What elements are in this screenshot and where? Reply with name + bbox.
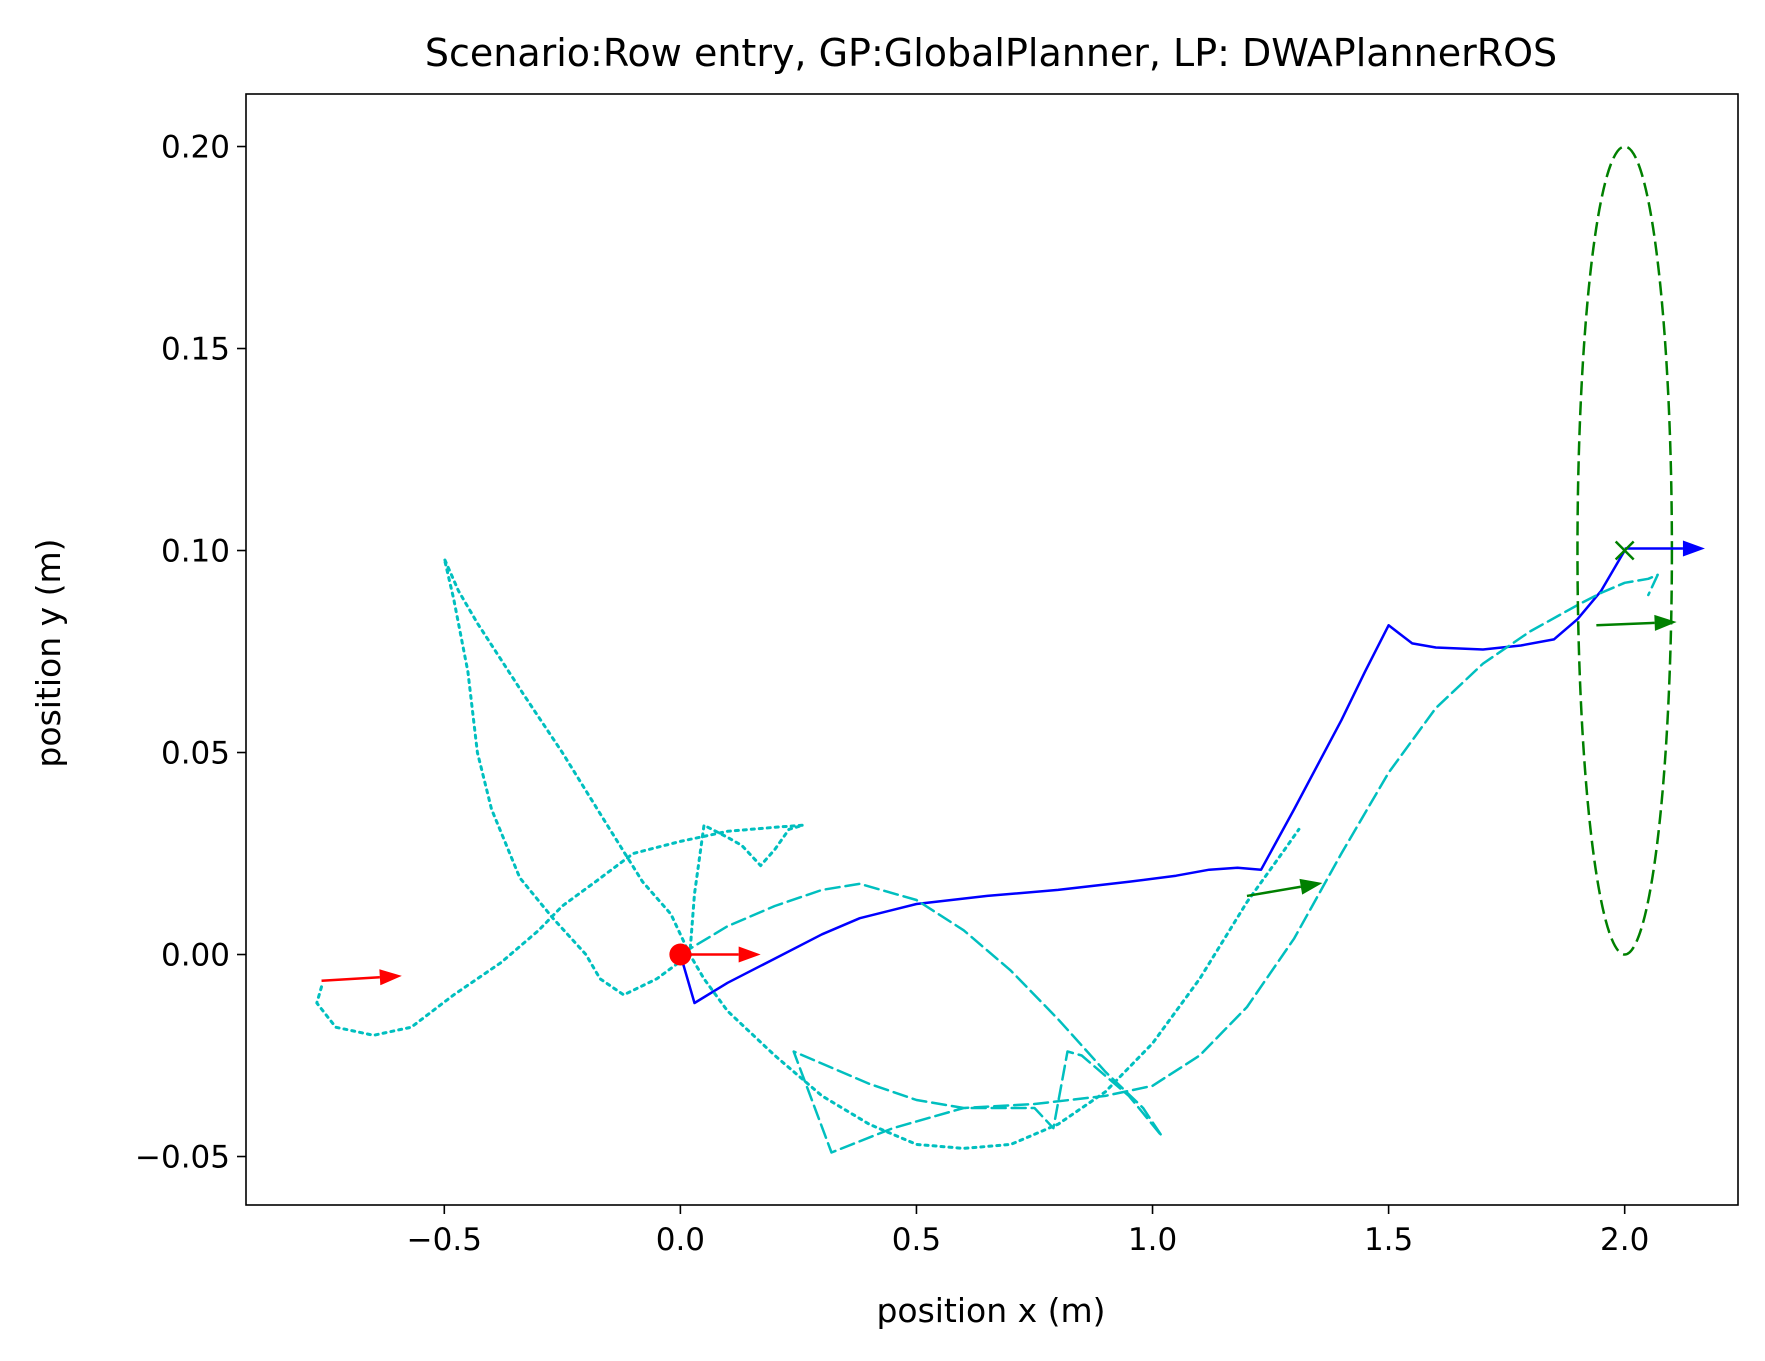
y-tick-label: 0.15 bbox=[161, 332, 230, 368]
arrow-1-head bbox=[738, 946, 761, 963]
series-2-line bbox=[315, 557, 1301, 1150]
y-tick-label: 0.05 bbox=[161, 736, 230, 772]
y-tick-label: −0.05 bbox=[135, 1140, 230, 1176]
x-axis-label: position x (m) bbox=[876, 1291, 1105, 1330]
y-tick-label: 0.20 bbox=[161, 130, 230, 166]
arrow-4-head bbox=[1682, 540, 1705, 557]
y-tick-label: 0.10 bbox=[161, 534, 230, 570]
arrow-0-shaft bbox=[321, 976, 380, 983]
x-tick-label: 0.0 bbox=[656, 1222, 705, 1258]
chart-title: Scenario:Row entry, GP:GlobalPlanner, LP… bbox=[425, 31, 1557, 75]
x-tick-label: 2.0 bbox=[1600, 1222, 1649, 1258]
arrow-2-head bbox=[1299, 878, 1323, 895]
arrow-3-head bbox=[1654, 614, 1677, 631]
series-0-line bbox=[679, 549, 1626, 1005]
plot-frame bbox=[245, 93, 1739, 1206]
x-tick-label: −0.5 bbox=[407, 1222, 482, 1258]
y-axis-label: position y (m) bbox=[29, 538, 68, 767]
arrow-0-head bbox=[379, 969, 402, 986]
arrow-2-shaft bbox=[1246, 885, 1302, 898]
x-tick-label: 1.5 bbox=[1364, 1222, 1413, 1258]
marker-goal-x bbox=[1614, 540, 1635, 561]
series-3-ellipse bbox=[1576, 145, 1674, 956]
series-1-line bbox=[679, 573, 1659, 1154]
marker-start-circle bbox=[669, 943, 692, 966]
x-tick-label: 0.5 bbox=[892, 1222, 941, 1258]
axes: −0.5 0.0 0.5 1.0 1.5 2.0 −0.05 0.00 0.05 0.10 0.15… bbox=[135, 93, 1739, 1258]
y-tick-label: 0.00 bbox=[161, 938, 230, 974]
data-marks bbox=[315, 145, 1705, 1154]
arrow-3-shaft bbox=[1596, 621, 1655, 627]
x-tick-label: 1.0 bbox=[1128, 1222, 1177, 1258]
